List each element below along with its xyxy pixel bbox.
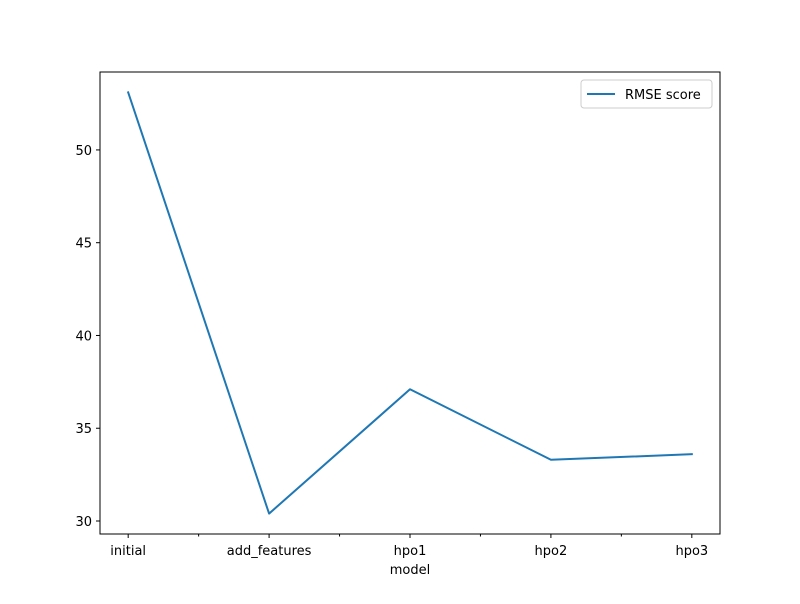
y-tick-label: 40: [75, 329, 92, 344]
x-tick-label: hpo2: [535, 544, 568, 559]
x-tick-label: hpo1: [394, 544, 427, 559]
y-tick-label: 45: [75, 237, 92, 252]
series-layer: [126, 91, 693, 515]
axes-frame: [99, 71, 721, 535]
x-axis: initial add_features hpo1 hpo2 hpo3: [110, 534, 708, 559]
plot-area: [99, 71, 721, 535]
y-tick-label: 50: [75, 144, 92, 159]
y-tick-label: 30: [75, 515, 92, 530]
series-line-1: [126, 91, 693, 515]
x-tick-label: add_features: [227, 544, 312, 559]
legend: RMSE score: [580, 79, 713, 109]
x-tick-label: hpo3: [675, 544, 708, 559]
y-axis: 30 35 40 45 50: [75, 144, 100, 530]
x-tick-label: initial: [110, 544, 146, 559]
y-tick-label: 35: [75, 422, 92, 437]
legend-label: RMSE score: [625, 88, 701, 103]
x-axis-label: model: [390, 563, 430, 578]
legend-box: [580, 79, 713, 109]
